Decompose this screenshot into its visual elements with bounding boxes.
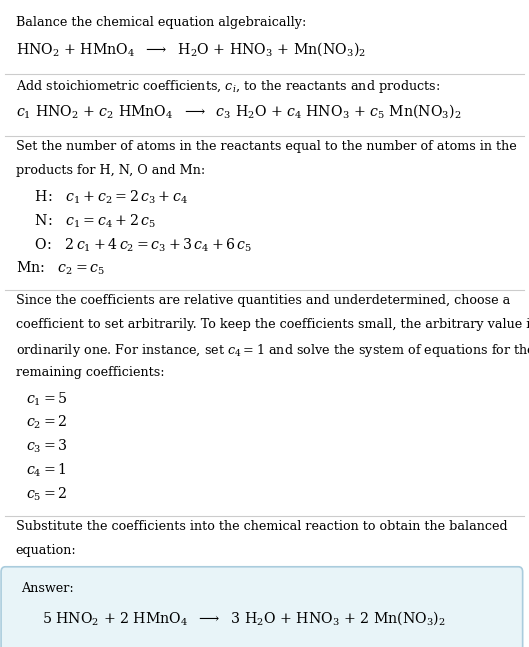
Text: O:   $2\,c_1 + 4\,c_2 = c_3 + 3\,c_4 + 6\,c_5$: O: $2\,c_1 + 4\,c_2 = c_3 + 3\,c_4 + 6\,… [26, 236, 253, 254]
Text: Balance the chemical equation algebraically:: Balance the chemical equation algebraica… [16, 16, 306, 29]
Text: 5 HNO$_2$ + 2 HMnO$_4$  $\longrightarrow$  3 H$_2$O + HNO$_3$ + 2 Mn(NO$_3$)$_2$: 5 HNO$_2$ + 2 HMnO$_4$ $\longrightarrow$… [42, 609, 446, 627]
Text: $c_2 = 2$: $c_2 = 2$ [26, 414, 68, 432]
Text: Add stoichiometric coefficients, $c_i$, to the reactants and products:: Add stoichiometric coefficients, $c_i$, … [16, 78, 440, 95]
Text: Set the number of atoms in the reactants equal to the number of atoms in the: Set the number of atoms in the reactants… [16, 140, 517, 153]
Text: $c_1$ HNO$_2$ + $c_2$ HMnO$_4$  $\longrightarrow$  $c_3$ H$_2$O + $c_4$ HNO$_3$ : $c_1$ HNO$_2$ + $c_2$ HMnO$_4$ $\longrig… [16, 102, 461, 120]
Text: Since the coefficients are relative quantities and underdetermined, choose a: Since the coefficients are relative quan… [16, 294, 510, 307]
Text: $c_5 = 2$: $c_5 = 2$ [26, 486, 68, 503]
Text: N:   $c_1 = c_4 + 2\,c_5$: N: $c_1 = c_4 + 2\,c_5$ [26, 212, 156, 230]
Text: products for H, N, O and Mn:: products for H, N, O and Mn: [16, 164, 205, 177]
Text: remaining coefficients:: remaining coefficients: [16, 366, 165, 379]
Text: equation:: equation: [16, 544, 77, 557]
Text: coefficient to set arbitrarily. To keep the coefficients small, the arbitrary va: coefficient to set arbitrarily. To keep … [16, 318, 529, 331]
Text: Mn:   $c_2 = c_5$: Mn: $c_2 = c_5$ [16, 260, 105, 278]
Text: Substitute the coefficients into the chemical reaction to obtain the balanced: Substitute the coefficients into the che… [16, 520, 507, 533]
FancyBboxPatch shape [1, 567, 523, 647]
Text: H:   $c_1 + c_2 = 2\,c_3 + c_4$: H: $c_1 + c_2 = 2\,c_3 + c_4$ [26, 188, 188, 206]
Text: $c_4 = 1$: $c_4 = 1$ [26, 462, 67, 479]
Text: $c_3 = 3$: $c_3 = 3$ [26, 438, 68, 455]
Text: ordinarily one. For instance, set $c_4 = 1$ and solve the system of equations fo: ordinarily one. For instance, set $c_4 =… [16, 342, 529, 359]
Text: $c_1 = 5$: $c_1 = 5$ [26, 390, 68, 408]
Text: HNO$_2$ + HMnO$_4$  $\longrightarrow$  H$_2$O + HNO$_3$ + Mn(NO$_3$)$_2$: HNO$_2$ + HMnO$_4$ $\longrightarrow$ H$_… [16, 40, 366, 58]
Text: Answer:: Answer: [21, 582, 74, 595]
